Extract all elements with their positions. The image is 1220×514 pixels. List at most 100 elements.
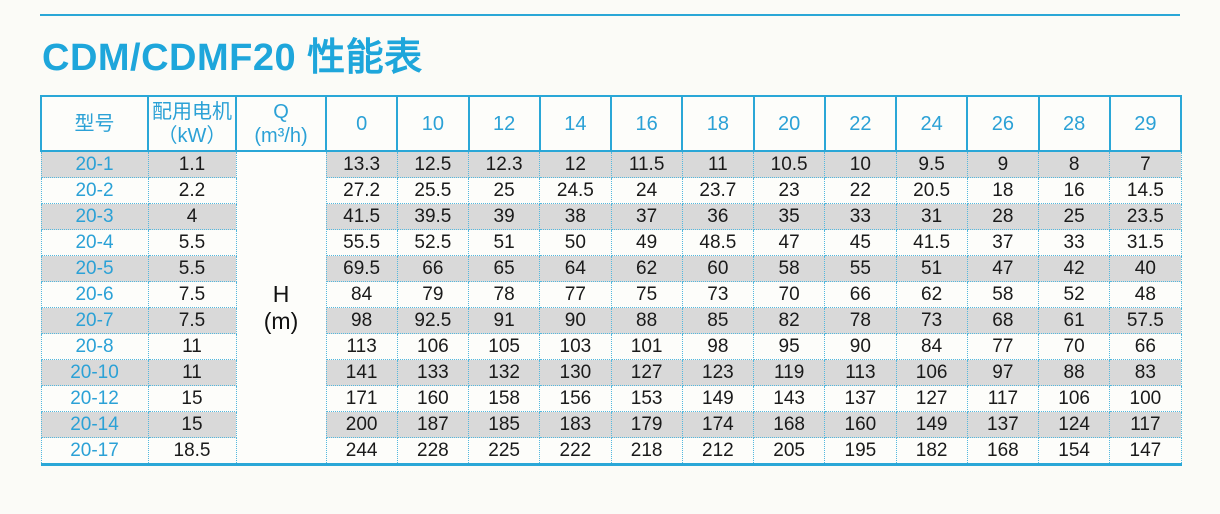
- head-value-cell: 38: [539, 203, 612, 230]
- motor-kw-cell: 18.5: [148, 437, 237, 465]
- head-value-cell: 24: [611, 177, 683, 204]
- table-row: 20-10 11 141 133 132 130 127 123 119 113 106 97 88 83: [40, 359, 1182, 386]
- motor-kw-cell: 15: [148, 411, 237, 438]
- col-header-q-line2: (m³/h): [254, 124, 308, 147]
- motor-kw-cell: 5.5: [148, 255, 237, 282]
- head-value-cell: 23.5: [1109, 203, 1182, 230]
- head-value-cell: 28: [967, 203, 1040, 230]
- head-value-cell: 244: [326, 437, 398, 465]
- head-value-cell: 141: [326, 359, 398, 386]
- head-unit-line2: (m): [263, 307, 299, 334]
- head-value-cell: 9.5: [896, 151, 968, 178]
- head-value-cell: 123: [682, 359, 755, 386]
- motor-kw-cell: 1.1: [148, 151, 237, 178]
- col-header-flow: 28: [1037, 95, 1111, 152]
- head-value-cell: 55: [824, 255, 897, 282]
- head-value-cell: 70: [1038, 333, 1111, 360]
- head-unit-cell: H (m): [236, 151, 327, 465]
- head-value-cell: 105: [468, 333, 541, 360]
- head-value-cell: 183: [539, 411, 612, 438]
- head-value-cell: 73: [896, 307, 968, 334]
- head-value-cell: 51: [468, 229, 541, 256]
- head-value-cell: 179: [611, 411, 683, 438]
- table-row: 20-2 2.2 27.2 25.5 25 24.5 24 23.7 23 22 20.5 18 16 1…: [40, 177, 1182, 204]
- col-header-flow: 10: [396, 95, 470, 152]
- head-value-cell: 20.5: [896, 177, 968, 204]
- head-value-cell: 88: [611, 307, 683, 334]
- table-row: 20-6 7.5 84 79 78 77 75 73 70 66 62 58 52 48: [40, 281, 1182, 308]
- head-value-cell: 101: [611, 333, 683, 360]
- motor-kw-cell: 11: [148, 359, 237, 386]
- head-value-cell: 218: [611, 437, 683, 465]
- head-value-cell: 174: [682, 411, 755, 438]
- head-value-cell: 228: [397, 437, 470, 465]
- col-header-flow: 29: [1108, 95, 1183, 152]
- head-value-cell: 95: [753, 333, 826, 360]
- head-value-cell: 85: [682, 307, 755, 334]
- col-header-flow: 12: [467, 95, 541, 152]
- head-value-cell: 124: [1038, 411, 1111, 438]
- head-value-cell: 23: [753, 177, 826, 204]
- head-value-cell: 168: [967, 437, 1040, 465]
- model-cell: 20-8: [40, 333, 149, 360]
- model-cell: 20-4: [40, 229, 149, 256]
- head-value-cell: 149: [682, 385, 755, 412]
- head-value-cell: 48.5: [682, 229, 755, 256]
- col-header-flow: 26: [966, 95, 1040, 152]
- head-value-cell: 41.5: [326, 203, 398, 230]
- head-value-cell: 10.5: [753, 151, 826, 178]
- table-row: 20-8 11 113 106 105 103 101 98 95 90 84 77 70 66: [40, 333, 1182, 360]
- head-value-cell: 41.5: [896, 229, 968, 256]
- head-value-cell: 61: [1038, 307, 1111, 334]
- head-value-cell: 39: [468, 203, 541, 230]
- col-header-flow: 22: [823, 95, 898, 152]
- head-value-cell: 100: [1109, 385, 1182, 412]
- head-value-cell: 33: [824, 203, 897, 230]
- model-cell: 20-14: [40, 411, 149, 438]
- head-value-cell: 98: [682, 333, 755, 360]
- head-value-cell: 137: [824, 385, 897, 412]
- head-value-cell: 77: [539, 281, 612, 308]
- head-value-cell: 10: [824, 151, 897, 178]
- head-value-cell: 130: [539, 359, 612, 386]
- head-value-cell: 205: [753, 437, 826, 465]
- head-value-cell: 35: [753, 203, 826, 230]
- head-value-cell: 58: [753, 255, 826, 282]
- col-header-model: 型号: [40, 95, 149, 152]
- head-value-cell: 31: [896, 203, 968, 230]
- head-value-cell: 137: [967, 411, 1040, 438]
- head-value-cell: 79: [397, 281, 470, 308]
- head-value-cell: 11.5: [611, 151, 683, 178]
- motor-kw-cell: 7.5: [148, 281, 237, 308]
- head-value-cell: 113: [326, 333, 398, 360]
- head-value-cell: 84: [896, 333, 968, 360]
- head-value-cell: 66: [397, 255, 470, 282]
- head-value-cell: 12.3: [468, 151, 541, 178]
- head-value-cell: 106: [1038, 385, 1111, 412]
- table-row: 20-12 15 171 160 158 156 153 149 143 137 127 117 106…: [40, 385, 1182, 412]
- head-value-cell: 47: [967, 255, 1040, 282]
- head-value-cell: 88: [1038, 359, 1111, 386]
- head-value-cell: 14.5: [1109, 177, 1182, 204]
- head-value-cell: 147: [1109, 437, 1182, 465]
- head-value-cell: 39.5: [397, 203, 470, 230]
- head-value-cell: 133: [397, 359, 470, 386]
- head-value-cell: 42: [1038, 255, 1111, 282]
- head-value-cell: 25.5: [397, 177, 470, 204]
- head-value-cell: 222: [539, 437, 612, 465]
- head-value-cell: 18: [967, 177, 1040, 204]
- col-header-flow: 14: [538, 95, 613, 152]
- head-value-cell: 106: [397, 333, 470, 360]
- motor-kw-cell: 5.5: [148, 229, 237, 256]
- head-value-cell: 154: [1038, 437, 1111, 465]
- head-value-cell: 48: [1109, 281, 1182, 308]
- head-value-cell: 47: [753, 229, 826, 256]
- head-value-cell: 106: [896, 359, 968, 386]
- head-value-cell: 127: [896, 385, 968, 412]
- col-header-flow: 18: [681, 95, 755, 152]
- head-value-cell: 182: [896, 437, 968, 465]
- head-value-cell: 83: [1109, 359, 1182, 386]
- col-header-motor-line2: （kW）: [157, 124, 227, 147]
- model-cell: 20-3: [40, 203, 149, 230]
